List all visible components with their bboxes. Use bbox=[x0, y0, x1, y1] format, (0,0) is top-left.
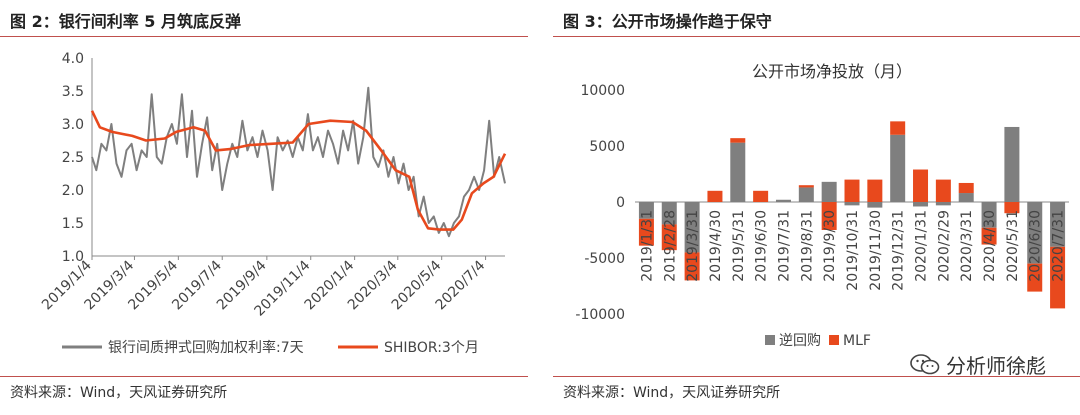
chart-title: 公开市场净投放（月） bbox=[752, 62, 912, 81]
right-source-divider bbox=[553, 376, 1080, 377]
x-category-label: 2019/2/28 bbox=[662, 210, 678, 282]
reverse-repo-bar bbox=[958, 193, 974, 202]
mlf-bar bbox=[913, 169, 929, 202]
y-tick-label: 4.0 bbox=[62, 51, 84, 67]
left-title-divider bbox=[0, 36, 528, 37]
reverse-repo-bar bbox=[661, 202, 677, 225]
left-source-divider bbox=[0, 376, 528, 377]
open-market-bar-chart: 公开市场净投放（月） 10000 5000 0 -5000 -10000 2019/1/31… bbox=[575, 62, 1069, 349]
mlf-bar bbox=[798, 185, 814, 188]
mlf-bar bbox=[821, 202, 837, 230]
left-figure-title: 图 2：银行间利率 5 月筑底反弹 bbox=[10, 12, 241, 31]
x-category-label: 2020/7/31 bbox=[1051, 210, 1067, 282]
reverse-repo-bar bbox=[798, 187, 814, 202]
mlf-bar bbox=[753, 190, 769, 202]
reverse-repo-bar bbox=[890, 134, 906, 202]
y-tick-label: 5000 bbox=[589, 139, 625, 155]
reverse-repo-bar bbox=[821, 181, 837, 202]
mlf-bar bbox=[890, 121, 906, 135]
mlf-bar bbox=[638, 218, 654, 246]
legend-swatch bbox=[829, 335, 839, 345]
x-category-label: 2019/11/30 bbox=[868, 210, 884, 291]
y-tick-label: -10000 bbox=[575, 307, 625, 323]
mlf-bar bbox=[844, 179, 860, 202]
x-category-label: 2020/3/31 bbox=[959, 210, 975, 282]
legend-label: 逆回购 bbox=[779, 333, 821, 349]
reverse-repo-bar bbox=[844, 202, 860, 206]
interest-rate-line-chart: 4.03.53.02.52.01.51.02019/1/42019/3/4201… bbox=[39, 51, 507, 356]
y-tick-label: 2.0 bbox=[62, 183, 84, 199]
left-figure-panel: 图 2：银行间利率 5 月筑底反弹 4.0 3.5 3.0 2.5 2.0 1.5 1.0 2… bbox=[0, 0, 528, 415]
mlf-bar bbox=[707, 190, 723, 202]
reverse-repo-bar bbox=[867, 202, 883, 208]
mlf-bar bbox=[730, 138, 746, 143]
x-category-label: 2019/6/30 bbox=[754, 210, 770, 282]
reverse-repo-bar bbox=[775, 199, 791, 202]
legend-label: 银行间质押式回购加权利率:7天 bbox=[108, 339, 304, 356]
x-category-label: 2019/7/31 bbox=[776, 210, 792, 282]
x-category-label: 2019/4/30 bbox=[708, 210, 724, 282]
x-category-label: 2019/9/30 bbox=[822, 210, 838, 282]
reverse-repo-bar bbox=[913, 202, 929, 207]
repo-rate-series-line bbox=[91, 86, 506, 238]
y-tick-label: 3.5 bbox=[62, 84, 84, 100]
reverse-repo-bar bbox=[981, 202, 997, 228]
y-tick-label: 1.5 bbox=[62, 216, 84, 232]
reverse-repo-bar bbox=[935, 202, 951, 206]
y-tick-label: 2.5 bbox=[62, 150, 84, 166]
mlf-bar bbox=[981, 227, 997, 245]
reverse-repo-bar bbox=[1004, 126, 1020, 202]
mlf-bar bbox=[958, 182, 974, 194]
mlf-bar bbox=[935, 179, 951, 202]
mlf-bar bbox=[661, 224, 677, 251]
watermark: 分析师徐彪 bbox=[910, 350, 1046, 379]
x-category-label: 2019/10/31 bbox=[845, 210, 861, 291]
watermark-text: 分析师徐彪 bbox=[946, 354, 1046, 378]
reverse-repo-bar bbox=[638, 202, 654, 219]
x-category-label: 2020/6/30 bbox=[1028, 210, 1044, 282]
reverse-repo-bar bbox=[684, 202, 700, 253]
y-tick-label: 10000 bbox=[580, 83, 625, 99]
mlf-bar bbox=[684, 252, 700, 281]
mlf-bar bbox=[867, 179, 883, 202]
reverse-repo-bar bbox=[730, 142, 746, 202]
x-category-label: 2020/2/29 bbox=[936, 210, 952, 282]
right-title-divider bbox=[553, 36, 1080, 37]
left-source-note: 资料来源：Wind，天风证券研究所 bbox=[10, 385, 228, 401]
y-tick-label: 1.0 bbox=[62, 249, 84, 265]
x-category-label: 2020/4/30 bbox=[982, 210, 998, 282]
legend-label: MLF bbox=[843, 333, 871, 349]
mlf-bar bbox=[1004, 202, 1020, 214]
x-category-label: 2019/3/31 bbox=[685, 210, 701, 282]
right-source-note: 资料来源：Wind，天风证券研究所 bbox=[563, 385, 781, 401]
legend-swatch bbox=[765, 335, 775, 345]
x-category-label: 2020/1/31 bbox=[914, 210, 930, 282]
y-tick-label: 3.0 bbox=[62, 117, 84, 133]
reverse-repo-bar bbox=[1050, 202, 1066, 247]
reverse-repo-bar bbox=[1027, 202, 1043, 264]
x-category-label: 2019/12/31 bbox=[891, 210, 907, 291]
x-category-label: 2020/5/31 bbox=[1005, 210, 1021, 282]
x-category-label: 2019/8/31 bbox=[799, 210, 815, 282]
shibor-series-line bbox=[90, 110, 507, 231]
mlf-bar bbox=[1050, 246, 1066, 309]
right-figure-panel: 图 3：公开市场操作趋于保守 公开市场净投放（月） 10000 5000 0 -5000… bbox=[553, 0, 1080, 415]
right-figure-title: 图 3：公开市场操作趋于保守 bbox=[563, 12, 772, 31]
mlf-bar bbox=[1027, 263, 1043, 292]
y-tick-label: -5000 bbox=[584, 251, 625, 267]
x-category-label: 2019/1/31 bbox=[639, 210, 655, 282]
x-category-label: 2019/5/31 bbox=[731, 210, 747, 282]
wechat-icon bbox=[910, 353, 940, 376]
y-tick-label: 0 bbox=[616, 195, 625, 211]
legend-label: SHIBOR:3个月 bbox=[384, 340, 479, 356]
